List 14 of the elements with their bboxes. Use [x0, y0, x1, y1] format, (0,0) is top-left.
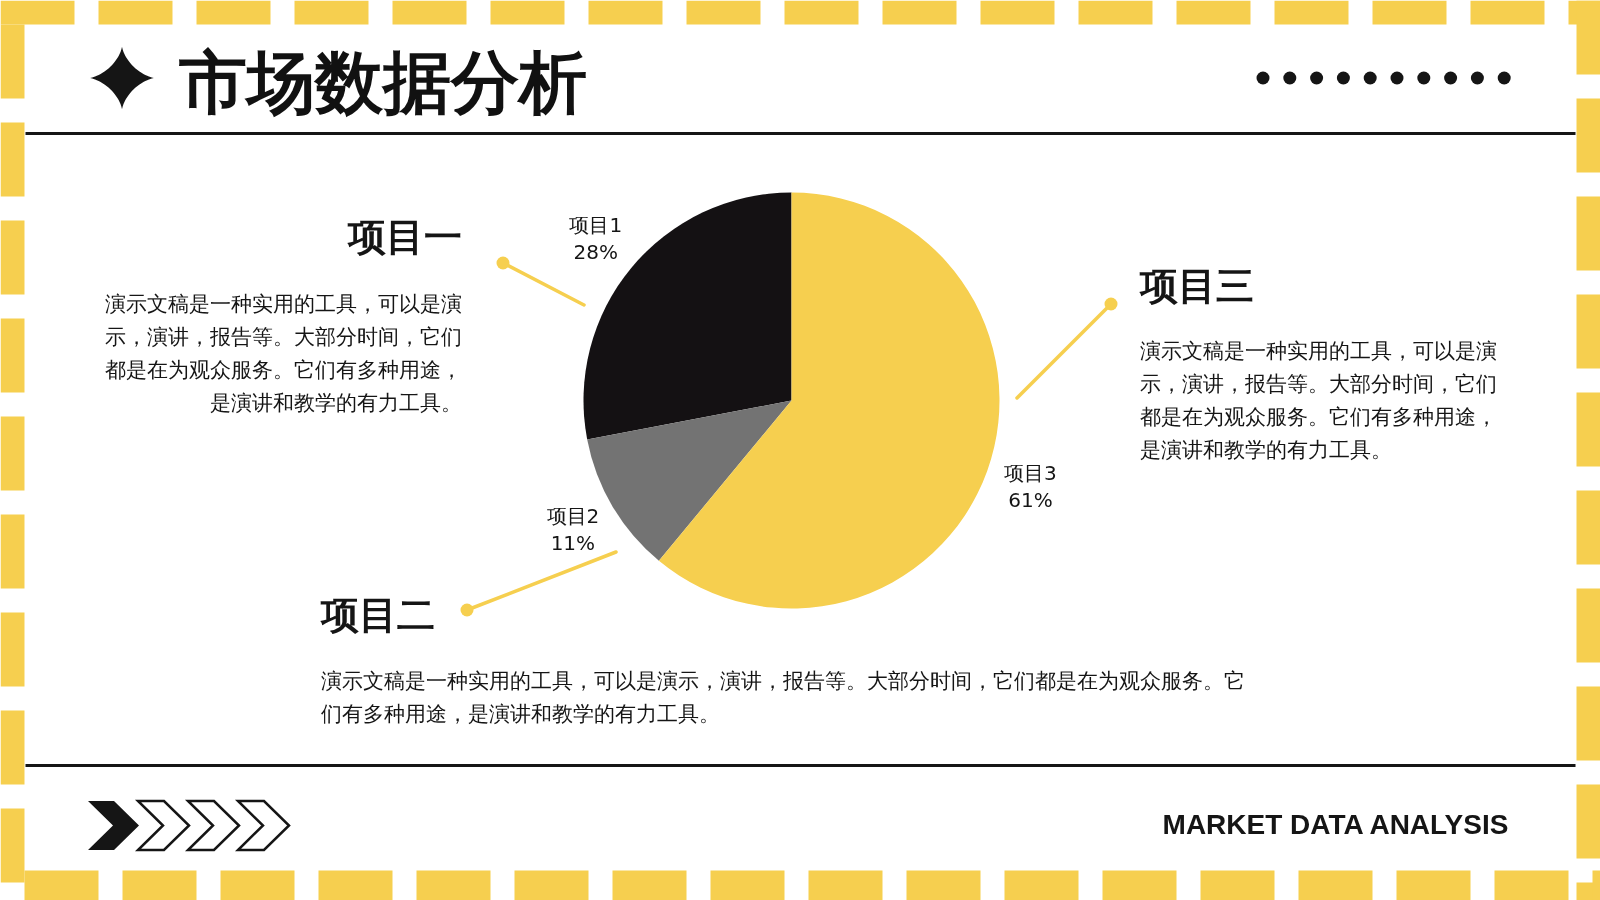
text: 项目一 [346, 214, 462, 259]
text: 演示文稿是一种实用的工具，可以是演示，演讲，报告等。大部分时间，它们都是在为观众服务。它们有多种用途，是演讲和教学的有力工具。 [320, 668, 1245, 726]
slice-label: 项目3 [1004, 461, 1057, 486]
chart-title: 市场数据分析 [177, 43, 587, 122]
text: 项目二 [319, 592, 435, 637]
text: 项目三 [1138, 263, 1254, 308]
text: MARKET DATA ANALYSIS [1162, 809, 1509, 840]
text: 演示文稿是一种实用的工具，可以是演示，演讲，报告等。大部分时间，它们都是在为观众服务。它们有多种用途，是演讲和教学的有力工具。 [1139, 338, 1497, 462]
text: 演示文稿是一种实用的工具，可以是演示，演讲，报告等。大部分时间，它们都是在为观众服务。它们有多种用途，是演讲和教学的有力工具。 [104, 291, 462, 415]
data-label: 61% [1008, 488, 1053, 513]
slice-label: 项目1 [569, 213, 623, 238]
data-label: 11% [550, 531, 596, 556]
data-label: 28% [573, 240, 619, 265]
slice-label: 项目2 [546, 504, 600, 529]
